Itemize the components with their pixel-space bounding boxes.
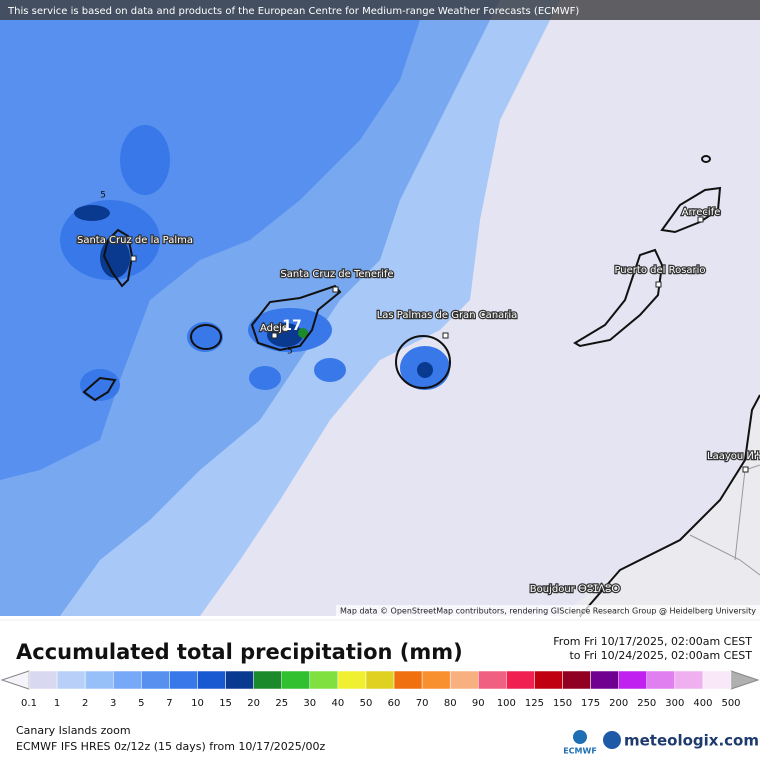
ecmwf-text: ECMWF [563,747,597,756]
scale-swatch [674,670,704,690]
land [560,395,760,616]
scale-label: 400 [693,698,712,709]
period-to: to Fri 10/24/2025, 02:00am CEST [569,649,752,662]
scale-swatch [702,670,732,690]
scale-label: 90 [472,698,485,709]
scale-swatch [337,670,367,690]
scale-label: 40 [332,698,345,709]
brand: meteologix.com [624,732,759,750]
scale-label: 125 [525,698,544,709]
scale-swatch [618,670,648,690]
scale-label: 15 [219,698,232,709]
banner: This service is based on data and produc… [7,6,579,17]
scale-arrow [730,670,760,690]
scale-swatch [393,670,423,690]
scale-label: 150 [553,698,572,709]
scale-label: 1 [54,698,60,709]
scale-label: 5 [138,698,144,709]
scale-swatch [365,670,395,690]
scale-label: 250 [637,698,656,709]
brand-logo [603,731,621,749]
place-label: Boujdour ⴱⵓⵊⴷⵓⵔ [530,584,621,595]
scale-swatch [141,670,170,690]
scale-swatch [84,670,114,690]
banner-bg [0,0,760,20]
scale-swatch [478,670,507,690]
scale-label: 30 [303,698,316,709]
region: Canary Islands zoom [16,724,131,737]
place-label: Las Palmas de Gran Canaria [377,310,518,321]
scale-label: 70 [416,698,429,709]
scale-label: 80 [444,698,457,709]
place-label: Adeje [260,323,288,334]
scale-label: 60 [388,698,401,709]
scale-label: 300 [665,698,684,709]
scale-swatch [169,670,198,690]
contour-label: 17 [282,318,301,334]
scale-swatch [506,670,535,690]
scale-label: 100 [497,698,516,709]
scale-label: 7 [166,698,172,709]
period-from: From Fri 10/17/2025, 02:00am CEST [553,635,752,648]
scale-swatch [112,670,142,690]
scale-swatch [253,670,282,690]
scale-label: 2 [82,698,88,709]
scale-label: 175 [581,698,600,709]
place-label: Laayou ⵍⵄⵢⵓⵏ [707,451,760,462]
scale-label: 25 [275,698,288,709]
scale-swatch [309,670,339,690]
scale-swatch [225,670,254,690]
scale-label: 50 [360,698,373,709]
scale-label: 20 [247,698,260,709]
precip-area [0,20,420,480]
scale-swatch [562,670,591,690]
contour-label: 5 [100,191,106,201]
scale-label: 200 [609,698,628,709]
precip-area [74,205,433,378]
scale-swatch [56,670,86,690]
attribution-bg [336,605,760,616]
scale-label: 10 [191,698,204,709]
scale-swatch [534,670,563,690]
scale-swatch [421,670,451,690]
scale-label: 500 [721,698,740,709]
scale-swatch [449,670,479,690]
scale-swatch [28,670,58,690]
contour-label: 5 [287,347,293,357]
ecmwf-logo [573,730,587,744]
scale-swatch [281,670,311,690]
scale-swatch [197,670,226,690]
place-label: Arrecife [682,207,721,218]
model-info: ECMWF IFS HRES 0z/12z (15 days) from 10/… [16,740,326,753]
place-label: Santa Cruz de Tenerife [280,269,393,280]
place-label: Puerto del Rosario [614,265,705,276]
coastline [82,155,760,617]
precip-area [298,328,308,338]
scale-label: 3 [110,698,116,709]
city-markers [130,216,749,473]
scale-label: 0.1 [21,698,37,709]
map: Santa Cruz de la Palma Santa Cruz de Tene… [0,0,760,617]
scale-swatch [590,670,619,690]
attribution: Map data © OpenStreetMap contributors, r… [340,607,756,616]
scale-arrow [0,670,30,690]
scale-swatch [646,670,676,690]
legend-title: Accumulated total precipitation (mm) [16,640,463,664]
place-label: Santa Cruz de la Palma [77,235,193,246]
